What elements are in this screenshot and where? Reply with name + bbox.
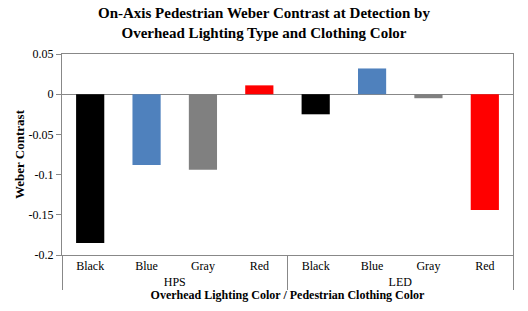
svg-text:-0.1: -0.1 [35,168,54,182]
svg-text:0.05: 0.05 [33,47,54,61]
svg-text:-0.05: -0.05 [29,128,54,142]
svg-text:Red: Red [475,259,494,273]
svg-text:Black: Black [302,259,330,273]
svg-text:Black: Black [76,259,104,273]
svg-text:Blue: Blue [135,259,158,273]
svg-text:-0.2: -0.2 [35,248,54,262]
svg-text:Red: Red [250,259,269,273]
svg-text:HPS: HPS [164,275,186,289]
svg-text:On-Axis Pedestrian Weber Contr: On-Axis Pedestrian Weber Contrast at Det… [98,5,430,41]
svg-text:Gray: Gray [416,259,440,273]
svg-text:0: 0 [48,87,54,101]
svg-text:Gray: Gray [191,259,215,273]
svg-text:-0.15: -0.15 [29,208,54,222]
svg-text:LED: LED [389,275,413,289]
svg-text:Blue: Blue [361,259,384,273]
svg-text:Weber Contrast: Weber Contrast [12,109,27,199]
svg-text:Overhead Lighting Color / Pede: Overhead Lighting Color / Pedestrian Clo… [151,288,425,302]
